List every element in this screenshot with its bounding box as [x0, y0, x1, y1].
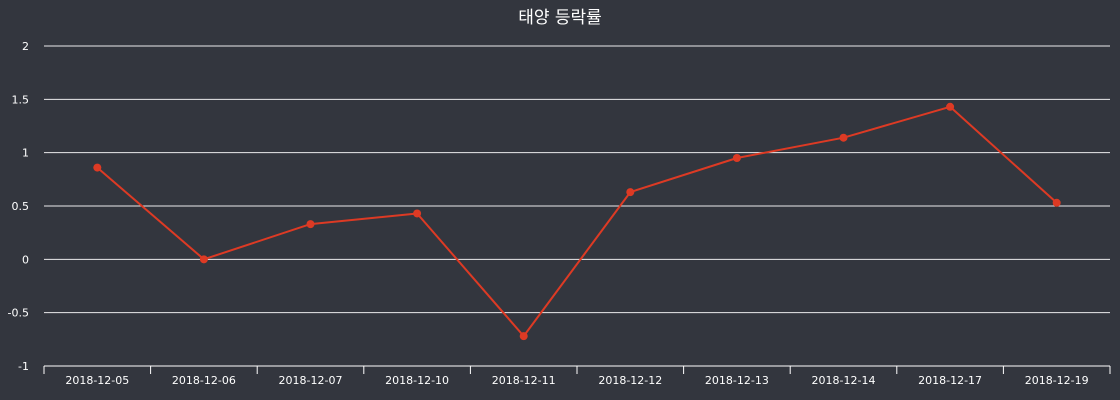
grid — [44, 45, 1110, 314]
data-point[interactable] — [1052, 198, 1061, 207]
data-point[interactable] — [946, 102, 955, 111]
data-point[interactable] — [839, 133, 848, 142]
data-point[interactable] — [732, 154, 741, 162]
y-tick-label: 2 — [22, 40, 29, 53]
x-axis: 2018-12-05 2018-12-06 2018-12-07 2018-12-10… — [43, 365, 1111, 387]
x-tick-label: 2018-12-19 — [1025, 374, 1089, 387]
x-tick-label: 2018-12-10 — [385, 374, 449, 387]
y-tick-label: 0 — [22, 253, 29, 266]
y-tick-label: 1 — [22, 147, 29, 160]
y-tick-label: 1.5 — [12, 93, 30, 106]
y-tick-label: 0.5 — [12, 200, 30, 213]
data-point[interactable] — [519, 332, 528, 341]
x-tick-label: 2018-12-06 — [172, 374, 236, 387]
x-tick-label: 2018-12-07 — [279, 374, 343, 387]
x-tick-label: 2018-12-17 — [918, 374, 982, 387]
data-point[interactable] — [93, 163, 102, 172]
x-tick-label: 2018-12-05 — [65, 374, 129, 387]
data-point[interactable] — [626, 188, 635, 197]
x-tick-label: 2018-12-14 — [812, 374, 876, 387]
data-point[interactable] — [306, 220, 315, 229]
y-tick-label: -1 — [18, 360, 29, 373]
x-tick-label: 2018-12-11 — [492, 374, 556, 387]
data-point[interactable] — [199, 255, 208, 264]
series — [93, 102, 1061, 341]
x-tick-label: 2018-12-13 — [705, 374, 769, 387]
data-point[interactable] — [413, 209, 422, 218]
x-tick-label: 2018-12-12 — [598, 374, 662, 387]
y-axis: -1 -0.5 0 0.5 1 1.5 2 — [8, 40, 29, 373]
chart-title: 태양 등락률 — [518, 8, 602, 28]
series-line — [96, 105, 1058, 338]
y-tick-label: -0.5 — [8, 307, 29, 320]
